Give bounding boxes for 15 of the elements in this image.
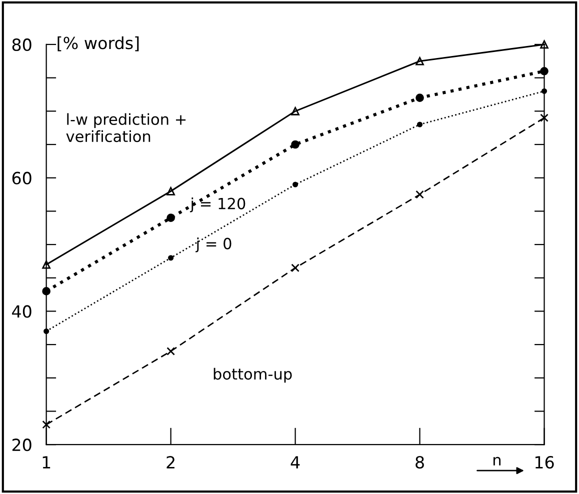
text: bottom-up (214, 368, 292, 383)
series-label: j = 120 (190, 198, 246, 212)
text: l-w prediction + verification (66, 113, 186, 142)
x-axis-title: n (494, 456, 500, 466)
y-tick-label: 40 (12, 305, 32, 318)
y-tick-label: 20 (12, 438, 32, 452)
y-tick-label: 80 (12, 38, 32, 52)
x-tick-label: 1 (42, 456, 50, 468)
x-tick-label: 4 (290, 456, 300, 468)
y-tick-label: 60 (12, 172, 32, 184)
y-axis-title: [% words] (58, 36, 139, 52)
x-tick-label: 8 (416, 456, 424, 469)
series-label: j = 0 (196, 238, 232, 252)
x-tick-label: 16 (535, 456, 554, 469)
x-tick-label: 2 (166, 456, 174, 468)
